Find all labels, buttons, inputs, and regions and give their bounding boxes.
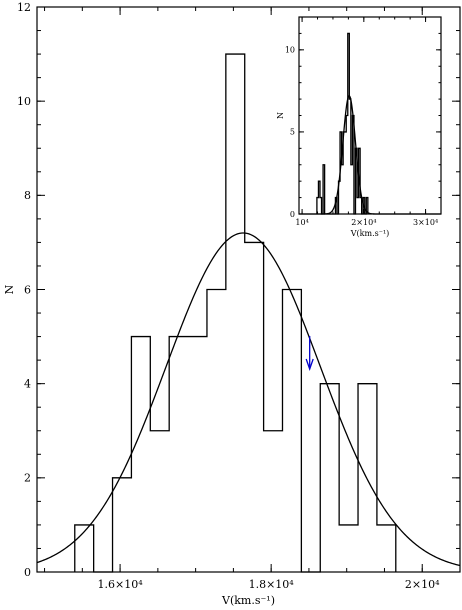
histogram-bin-8	[226, 54, 245, 572]
main-histogram-chart: 0 2 4 6 8 10 12 1.6×10⁴ 1.8×10⁴ 2×10⁴ V(km.s⁻¹) N	[3, 1, 461, 607]
x-tick-label: 1.6×10⁴	[98, 578, 144, 591]
x-tick-label: 10⁴	[295, 218, 308, 227]
y-tick-label: 0	[290, 210, 295, 219]
x-tick-label: 2×10⁴	[405, 578, 440, 591]
histogram-outline	[74, 53, 397, 573]
histogram-bin-5	[169, 337, 188, 572]
y-tick-label: 6	[24, 283, 31, 296]
histogram-bin-10	[264, 431, 283, 572]
x-tick-label: 2×10⁴	[351, 218, 376, 227]
x-tick-label: 1.8×10⁴	[249, 578, 295, 591]
y-tick-label: 10	[285, 46, 295, 55]
histogram-bin-6	[188, 337, 207, 572]
histogram-outline	[316, 32, 369, 215]
histogram-bin-15	[358, 384, 377, 572]
histogram-bin-22	[351, 165, 353, 214]
histogram-bin-18	[345, 132, 347, 214]
y-axis-label: N	[3, 284, 16, 294]
x-axis-label: V(km.s⁻¹)	[221, 594, 275, 607]
histogram-bin-3	[131, 337, 150, 572]
y-tick-label: 12	[17, 1, 31, 14]
y-tick-label: 8	[24, 189, 31, 202]
y-tick-label: 10	[17, 95, 31, 108]
inset-histogram-chart: 0 5 10 10⁴ 2×10⁴ 3×10⁴ V(km.s⁻¹) N	[276, 16, 442, 238]
histogram-bin-16	[342, 165, 344, 214]
plot-frame	[36, 6, 461, 573]
histogram-bin-2	[113, 478, 132, 572]
gaussian-fit-curve	[36, 232, 461, 567]
histogram-bin-14	[339, 525, 358, 572]
y-axis-label: N	[276, 112, 285, 119]
y-tick-label: 4	[24, 378, 31, 391]
histogram-bin-26	[357, 198, 359, 214]
histogram-bin-7	[207, 290, 226, 573]
x-axis-label: V(km.s⁻¹)	[350, 229, 390, 238]
histogram-bin-9	[245, 242, 264, 572]
blue-arrow-head	[305, 358, 314, 371]
x-tick-label: 3×10⁴	[413, 218, 438, 227]
histogram-bin-4	[150, 431, 169, 572]
histogram-bin-13	[320, 384, 339, 572]
y-tick-label: 5	[290, 128, 295, 137]
histogram-bin-11	[282, 290, 301, 573]
histogram-bin-16	[377, 525, 396, 572]
y-tick-label: 2	[24, 472, 31, 485]
y-tick-label: 0	[24, 566, 31, 579]
